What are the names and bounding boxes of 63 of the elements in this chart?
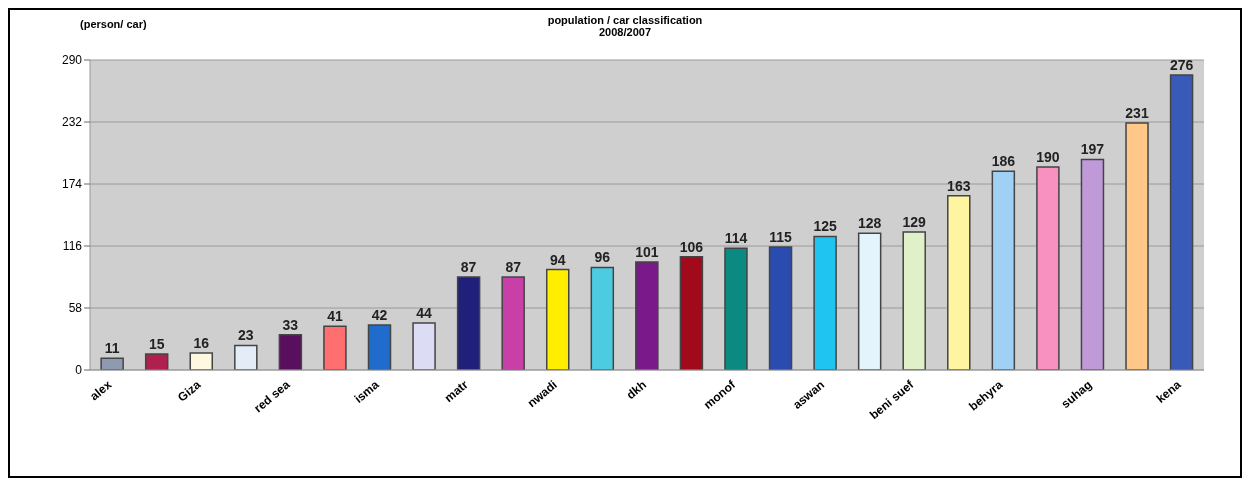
data-label: 23 (238, 327, 254, 344)
bar (367, 324, 392, 370)
data-label: 96 (594, 249, 611, 266)
bar (724, 247, 748, 370)
data-label: 44 (416, 304, 433, 321)
bar (1080, 158, 1105, 370)
data-label: 125 (813, 218, 837, 235)
bar (545, 268, 570, 370)
data-label: 87 (460, 259, 477, 275)
bar (501, 276, 525, 370)
data-label: 163 (947, 177, 971, 194)
bar (947, 195, 971, 370)
data-label: 94 (549, 251, 566, 268)
bar (412, 322, 436, 370)
data-label: 231 (1125, 105, 1149, 122)
data-label: 197 (1080, 141, 1105, 158)
data-label: 190 (1036, 148, 1060, 165)
data-label: 106 (679, 238, 704, 255)
bar (768, 246, 793, 370)
data-label: 33 (282, 316, 299, 333)
bar (100, 357, 124, 370)
data-label: 276 (1169, 56, 1194, 73)
x-tick-label: alex (87, 377, 115, 404)
bar (1169, 74, 1194, 370)
data-label: 129 (902, 214, 927, 231)
data-label: 101 (635, 244, 659, 261)
data-label: 42 (371, 307, 388, 324)
y-tick-label: 0 (75, 363, 83, 378)
data-label: 114 (724, 230, 748, 247)
chart-title: population / car classification (547, 14, 703, 26)
bar (590, 266, 615, 370)
x-tick-label: dkh (623, 377, 649, 403)
bar (1036, 166, 1060, 370)
bar (234, 344, 258, 370)
bar (144, 353, 169, 370)
bar (456, 276, 481, 370)
bar (278, 333, 303, 370)
x-tick-label: red sea (251, 377, 293, 416)
y-tick-label: 232 (61, 115, 83, 130)
y-tick-label: 116 (62, 239, 83, 254)
bar (857, 232, 882, 370)
bar (635, 261, 659, 370)
data-label: 15 (148, 335, 165, 352)
data-label: 186 (991, 153, 1016, 170)
bar (189, 352, 214, 370)
y-tick-label: 290 (61, 53, 83, 68)
data-label: 16 (193, 334, 210, 351)
x-tick-label: Giza (174, 377, 204, 405)
data-label: 11 (104, 340, 120, 357)
data-label: 41 (327, 308, 343, 325)
bar (813, 235, 837, 370)
bar (679, 255, 704, 370)
bar (902, 231, 926, 370)
bar (991, 170, 1016, 370)
y-tick-label: 174 (61, 177, 83, 192)
bar (1125, 122, 1149, 370)
y-axis-title: (person/ car) (80, 18, 147, 30)
bar (323, 325, 347, 370)
data-label: 115 (769, 229, 793, 246)
y-tick-label: 58 (68, 301, 83, 316)
chart-subtitle: 2008/2007 (599, 26, 651, 38)
data-label: 128 (857, 215, 882, 232)
data-label: 87 (505, 259, 522, 275)
